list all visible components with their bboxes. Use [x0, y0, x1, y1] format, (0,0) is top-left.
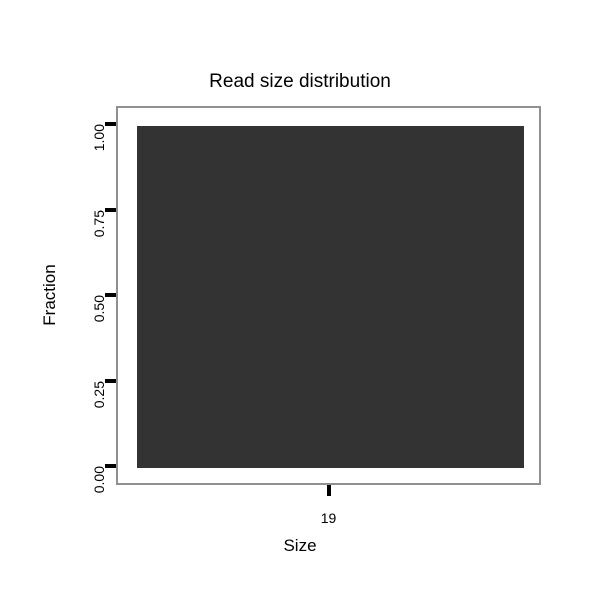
x-axis-label-text: Size — [283, 536, 317, 555]
y-tick-mark — [105, 464, 116, 468]
y-axis-label-text: Fraction — [40, 264, 59, 326]
bar — [137, 126, 524, 468]
x-axis-label: Size — [0, 536, 600, 556]
x-tick-label: 19 — [320, 510, 337, 526]
y-tick-label-text: 0.00 — [91, 466, 107, 494]
x-tick-mark — [326, 485, 331, 496]
y-tick-mark — [105, 293, 116, 297]
y-tick-mark — [105, 207, 116, 212]
y-tick-mark — [105, 378, 116, 383]
plot-area — [116, 106, 541, 485]
y-tick-label-text: 1.00 — [91, 124, 107, 152]
page-title: Read size distribution — [209, 71, 391, 92]
bars-layer — [118, 108, 543, 487]
y-tick-mark — [105, 122, 116, 126]
y-tick-label-text: 0.25 — [91, 380, 107, 408]
y-tick-label-text: 0.50 — [91, 295, 107, 323]
y-tick-label-text: 0.75 — [91, 209, 107, 237]
